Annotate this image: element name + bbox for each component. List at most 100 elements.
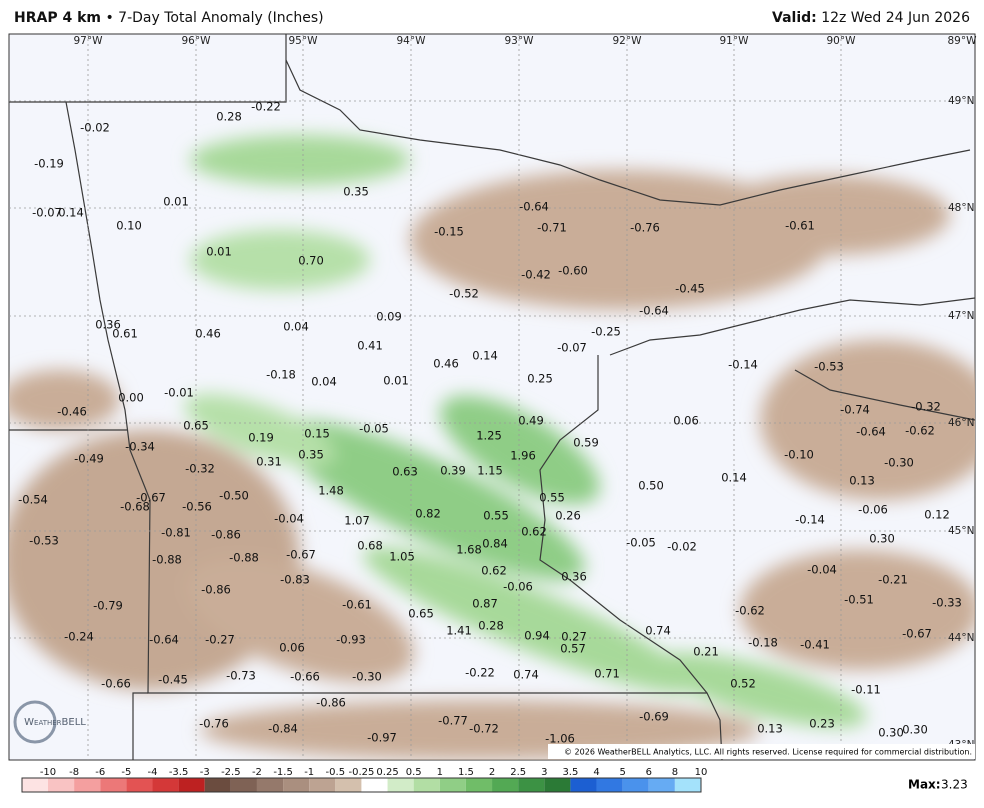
colorbar-swatch (283, 778, 310, 792)
anomaly-label: 0.71 (594, 667, 620, 681)
anomaly-label: -0.07 (32, 206, 62, 220)
lon-label: 92°W (613, 35, 643, 47)
anomaly-shading (9, 135, 975, 760)
colorbar-label: 5 (619, 767, 625, 778)
anomaly-label: 1.05 (389, 550, 415, 564)
colorbar-swatch (648, 778, 675, 792)
colorbar-swatch (22, 778, 48, 792)
colorbar-swatch (230, 778, 257, 792)
lon-label: 94°W (397, 35, 427, 47)
colorbar-label: -8 (69, 767, 79, 778)
title: HRAP 4 km (14, 10, 101, 26)
anomaly-label: -0.49 (74, 452, 104, 466)
anomaly-label: -0.84 (268, 722, 298, 736)
anomaly-label: -0.77 (438, 714, 468, 728)
colorbar-swatch (204, 778, 231, 792)
lon-label: 93°W (505, 35, 535, 47)
anomaly-label: 0.94 (524, 629, 550, 643)
anomaly-label: -0.51 (844, 593, 874, 607)
anomaly-label: 0.04 (311, 375, 337, 389)
anomaly-label: -0.76 (199, 717, 229, 731)
anomaly-label: 0.52 (730, 677, 756, 691)
anomaly-label: -0.14 (795, 513, 825, 527)
colorbar-swatch (152, 778, 179, 792)
anomaly-label: -0.11 (851, 683, 881, 697)
anomaly-label: 0.35 (298, 448, 324, 462)
anomaly-label: -0.53 (814, 360, 844, 374)
anomaly-label: -0.61 (785, 219, 815, 233)
anomaly-label: -0.34 (125, 440, 155, 454)
anomaly-label: -0.73 (226, 669, 256, 683)
anomaly-label: 0.55 (483, 509, 509, 523)
colorbar-swatch (439, 778, 466, 792)
lat-label: 45°N (948, 525, 974, 537)
anomaly-label: -0.68 (120, 500, 150, 514)
colorbar-label: 10 (695, 767, 708, 778)
anomaly-label: -0.62 (905, 424, 935, 438)
colorbar-label: -3 (200, 767, 210, 778)
colorbar-label: -2.5 (221, 767, 241, 778)
colorbar-label: -6 (95, 767, 105, 778)
anomaly-label: 0.35 (343, 185, 369, 199)
anomaly-label: 0.84 (482, 537, 508, 551)
lon-label: 91°W (720, 35, 750, 47)
colorbar-swatch (100, 778, 127, 792)
colorbar-label: 4 (593, 767, 599, 778)
colorbar-swatch (570, 778, 597, 792)
anomaly-label: -0.02 (80, 121, 110, 135)
colorbar-swatch (413, 778, 440, 792)
anomaly-label: -0.79 (93, 599, 123, 613)
anomaly-label: -0.54 (18, 493, 48, 507)
lat-label: 47°N (948, 310, 974, 322)
anomaly-label: 0.36 (561, 570, 587, 584)
logo: WeatherBELL (24, 717, 86, 728)
anomaly-label: 1.96 (510, 449, 536, 463)
anomaly-label: 1.25 (476, 429, 502, 443)
anomaly-label: 0.04 (283, 320, 309, 334)
colorbar: -10 -8 -6 -5 -4 -3.5 -3 -2.5 -2 -1.5 -1 -0.5 -0.25 0.… (21, 767, 708, 793)
anomaly-label: 0.31 (256, 455, 282, 469)
anomaly-label: -0.27 (205, 633, 235, 647)
anomaly-label: -0.22 (465, 666, 495, 680)
anomaly-label: 0.27 (561, 630, 587, 644)
colorbar-label: 0.5 (406, 767, 422, 778)
anomaly-label: -0.05 (359, 422, 389, 436)
colorbar-swatch (48, 778, 75, 792)
colorbar-swatch (596, 778, 623, 792)
anomaly-label: -0.21 (878, 573, 908, 587)
anomaly-label: 0.13 (757, 722, 783, 736)
anomaly-label: -0.64 (519, 200, 549, 214)
anomaly-label: 0.65 (408, 607, 434, 621)
anomaly-label: -0.33 (932, 596, 962, 610)
colorbar-label: -2 (252, 767, 262, 778)
colorbar-label: 6 (646, 767, 652, 778)
anomaly-label: 0.39 (440, 464, 466, 478)
colorbar-frame (21, 777, 702, 793)
anomaly-label: -0.01 (164, 386, 194, 400)
anomaly-label: 0.23 (809, 717, 835, 731)
colorbar-swatch (622, 778, 649, 792)
anomaly-label: 0.62 (481, 564, 507, 578)
anomaly-label: 1.07 (344, 514, 370, 528)
anomaly-label: -0.06 (503, 580, 533, 594)
anomaly-label: -0.14 (728, 358, 758, 372)
anomaly-label: -0.10 (784, 448, 814, 462)
lat-label: 48°N (948, 202, 974, 214)
anomaly-label: -0.41 (800, 638, 830, 652)
boundaries (9, 34, 976, 761)
anomaly-label: -0.18 (266, 368, 296, 382)
max-value: 3.23 (941, 778, 968, 792)
valid-label: Valid: (772, 10, 817, 26)
anomaly-label: 0.74 (645, 624, 671, 638)
header-right: Valid: 12z Wed 24 Jun 2026 (772, 10, 970, 26)
anomaly-label: -0.60 (558, 264, 588, 278)
anomaly-label: 0.65 (183, 419, 209, 433)
anomaly-label: 0.06 (279, 641, 305, 655)
colorbar-swatch (126, 778, 153, 792)
anomaly-label: -0.76 (630, 221, 660, 235)
colorbar-swatch (335, 778, 362, 792)
anomaly-label: 0.74 (513, 668, 539, 682)
anomaly-label: 0.30 (869, 532, 895, 546)
anomaly-label: 0.21 (693, 645, 719, 659)
